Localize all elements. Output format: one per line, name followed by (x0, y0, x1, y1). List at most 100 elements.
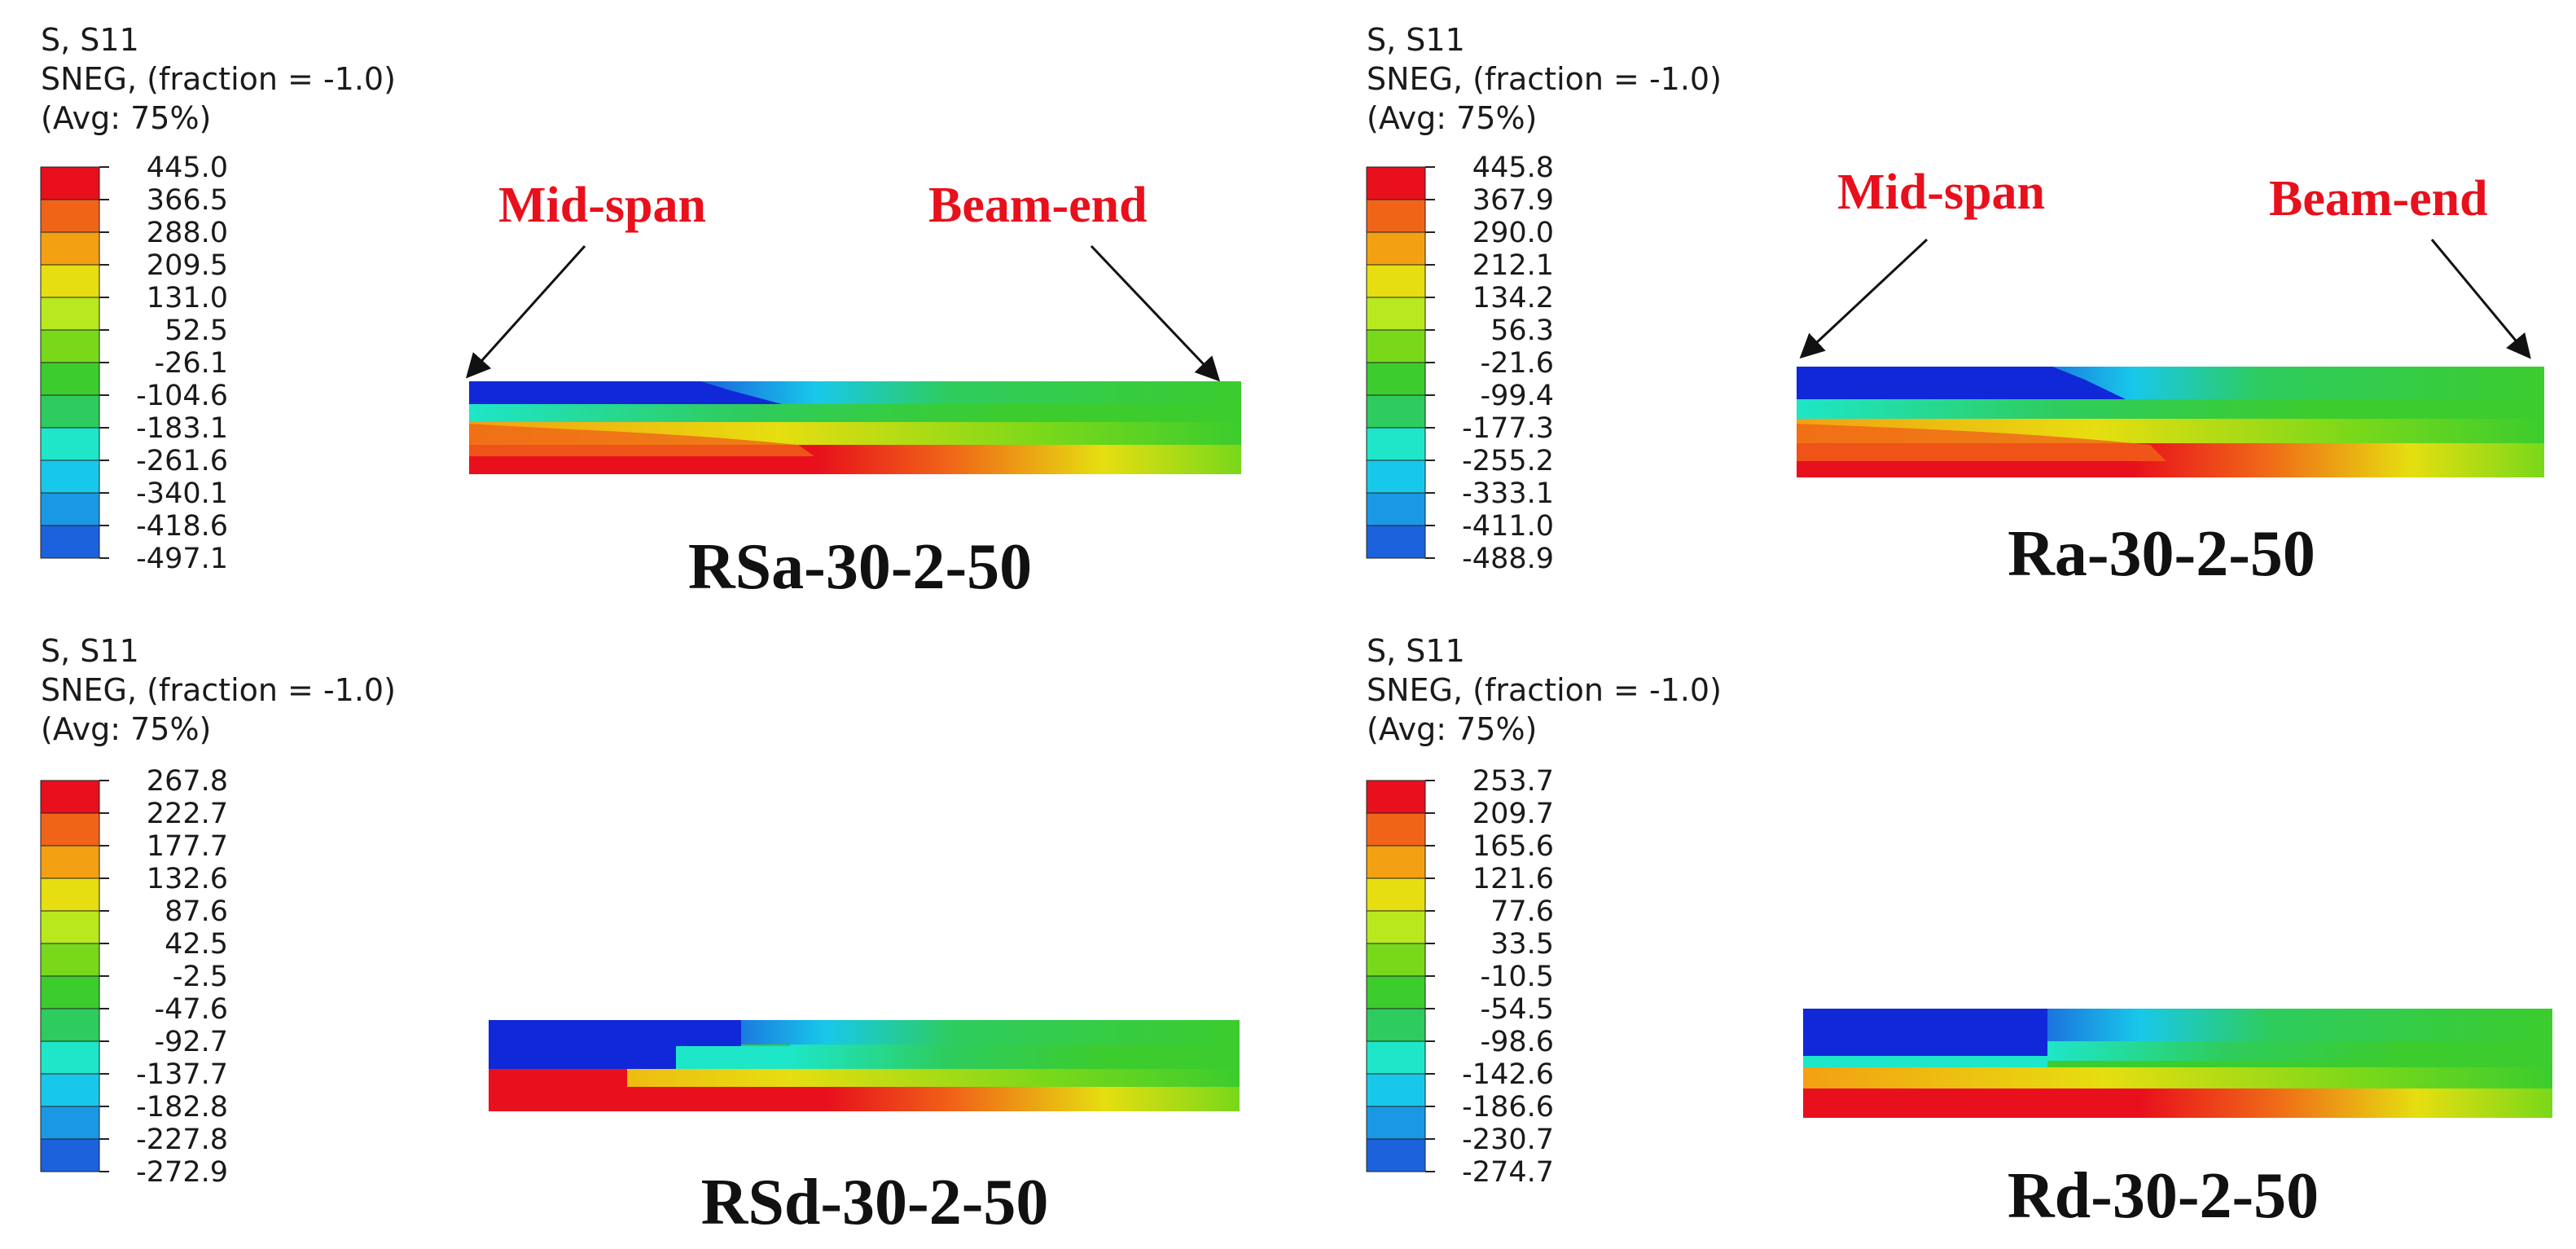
panel-rsd: S, S11 SNEG, (fraction = -1.0) (Avg: 75%… (40, 633, 1240, 1238)
legend-title-line-1: S, S11 (1367, 22, 1465, 58)
legend-swatch (1366, 943, 1426, 977)
legend-value: -227.8 (136, 1124, 228, 1156)
legend-value: -488.9 (1462, 543, 1554, 575)
legend-swatch (1366, 492, 1426, 526)
legend-value: -2.5 (173, 961, 228, 993)
legend-swatch (1366, 264, 1426, 298)
callout-mid-span: Mid-span (1837, 165, 2045, 220)
legend-title-line-2: SNEG, (fraction = -1.0) (41, 672, 396, 708)
beam-contour-ra (1797, 367, 2544, 477)
legend-title-line-1: S, S11 (1367, 633, 1465, 669)
legend-value: -183.1 (136, 412, 228, 445)
legend-swatch (40, 231, 100, 266)
legend-value: -230.7 (1462, 1124, 1554, 1156)
legend-value: 445.8 (1472, 152, 1554, 184)
legend-value: 209.5 (147, 249, 228, 282)
legend-title-line-3: (Avg: 75%) (41, 711, 211, 747)
legend-swatch (40, 910, 100, 944)
legend-swatch (1366, 394, 1426, 429)
legend-swatch (1366, 427, 1426, 461)
legend-value: -418.6 (136, 510, 228, 543)
legend-swatch (40, 812, 100, 847)
legend-value: -182.8 (136, 1091, 228, 1124)
color-legend: 253.7209.7165.6121.677.633.5-10.5-54.5-9… (1366, 765, 1554, 1189)
legend-swatch (40, 877, 100, 912)
legend-title-line-2: SNEG, (fraction = -1.0) (1367, 61, 1722, 97)
legend-swatch (40, 329, 100, 363)
legend-swatch (40, 780, 100, 814)
beam-contour-rd (1803, 1009, 2552, 1118)
legend-value: -47.6 (154, 993, 228, 1026)
legend-title-line-1: S, S11 (41, 633, 139, 669)
legend-swatch (40, 975, 100, 1009)
legend-value: -411.0 (1462, 510, 1554, 543)
legend-value: 121.6 (1472, 863, 1554, 895)
color-legend: 267.8222.7177.7132.687.642.5-2.5-47.6-92… (40, 765, 228, 1189)
legend-value: -137.7 (136, 1058, 228, 1091)
legend-swatch (40, 1040, 100, 1075)
legend-swatch (1366, 166, 1426, 200)
panel-rsa: S, S11 SNEG, (fraction = -1.0) (Avg: 75%… (40, 22, 1241, 603)
legend-swatch (40, 845, 100, 879)
legend-value: 56.3 (1490, 314, 1554, 347)
legend-value: -177.3 (1462, 412, 1554, 445)
legend-swatch (1366, 231, 1426, 266)
legend-value: -92.7 (154, 1026, 228, 1058)
panel-caption: Rd-30-2-50 (2008, 1160, 2319, 1232)
legend-value: 267.8 (147, 765, 228, 798)
legend-value: -99.4 (1480, 380, 1554, 412)
panel-caption: RSa-30-2-50 (688, 531, 1032, 603)
legend-title-line-2: SNEG, (fraction = -1.0) (1367, 672, 1722, 708)
legend-swatch (40, 1138, 100, 1172)
legend-swatch (40, 166, 100, 200)
legend-title-line-3: (Avg: 75%) (1367, 711, 1537, 747)
legend-value: -98.6 (1480, 1026, 1554, 1058)
legend-swatch (1366, 297, 1426, 331)
legend-value: 132.6 (147, 863, 228, 895)
callout-beam-end: Beam-end (928, 178, 1148, 233)
legend-swatch (1366, 1073, 1426, 1107)
legend-swatch (1366, 812, 1426, 847)
legend-title-line-3: (Avg: 75%) (41, 100, 211, 136)
legend-value: 366.5 (147, 184, 228, 217)
color-legend: 445.8367.9290.0212.1134.256.3-21.6-99.4-… (1366, 152, 1554, 575)
legend-value: 367.9 (1472, 184, 1554, 217)
legend-value: -497.1 (136, 543, 228, 575)
callout-beam-end: Beam-end (2269, 171, 2488, 226)
legend-value: -272.9 (136, 1156, 228, 1189)
legend-swatch (40, 492, 100, 526)
arrow-beam-end (1090, 244, 1221, 382)
legend-value: -10.5 (1480, 961, 1554, 993)
legend-value: 77.6 (1490, 895, 1554, 928)
panel-caption: Ra-30-2-50 (2008, 518, 2315, 590)
legend-value: 288.0 (147, 217, 228, 249)
legend-swatch (1366, 910, 1426, 944)
color-legend: 445.0366.5288.0209.5131.052.5-26.1-104.6… (40, 152, 228, 575)
legend-value: -104.6 (136, 380, 228, 412)
legend-value: -274.7 (1462, 1156, 1554, 1189)
legend-swatch (1366, 1138, 1426, 1172)
legend-swatch (1366, 1106, 1426, 1140)
arrow-mid-span (465, 244, 586, 379)
legend-title-line-3: (Avg: 75%) (1367, 100, 1537, 136)
legend-swatch (1366, 199, 1426, 233)
legend-value: -340.1 (136, 477, 228, 510)
legend-swatch (1366, 329, 1426, 363)
legend-value: 33.5 (1490, 928, 1554, 961)
panel-ra: S, S11 SNEG, (fraction = -1.0) (Avg: 75%… (1366, 22, 2544, 590)
legend-swatch (40, 1073, 100, 1107)
legend-swatch (40, 1008, 100, 1042)
legend-value: -333.1 (1462, 477, 1554, 510)
legend-value: 177.7 (147, 830, 228, 863)
legend-title-line-1: S, S11 (41, 22, 139, 58)
legend-swatch (40, 943, 100, 977)
legend-value: 212.1 (1472, 249, 1554, 282)
legend-swatch (1366, 845, 1426, 879)
legend-value: -26.1 (154, 347, 228, 380)
legend-value: -21.6 (1480, 347, 1554, 380)
legend-swatch (40, 362, 100, 396)
legend-swatch (1366, 362, 1426, 396)
legend-value: 290.0 (1472, 217, 1554, 249)
legend-swatch (40, 460, 100, 494)
